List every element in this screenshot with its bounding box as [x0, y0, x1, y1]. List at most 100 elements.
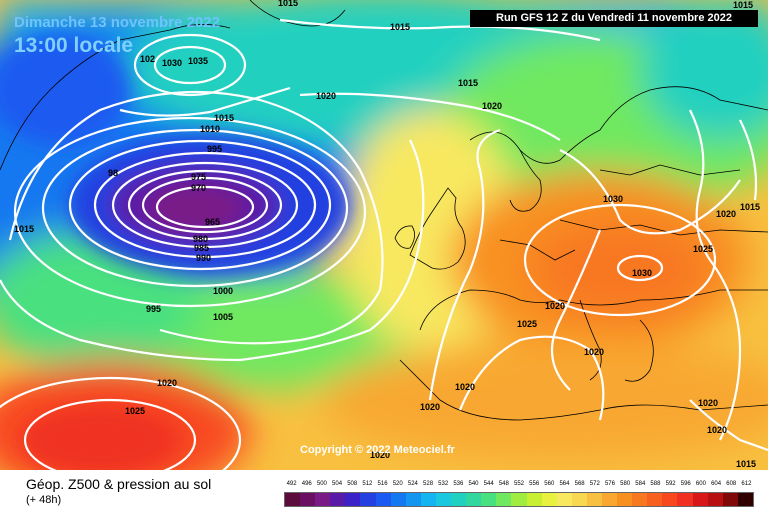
color-scale-label: 512 — [362, 481, 373, 487]
color-scale-swatch — [330, 493, 346, 506]
color-scale-swatch — [677, 493, 693, 506]
isobar-label: 98 — [108, 168, 118, 178]
isobar-label: 1000 — [213, 286, 233, 296]
color-scale-swatch — [315, 493, 331, 506]
color-scale-label: 492 — [286, 481, 297, 487]
lead-time: (+ 48h) — [26, 494, 62, 506]
color-scale-swatch — [285, 493, 301, 506]
run-info-banner: Run GFS 12 Z du Vendredi 11 novembre 202… — [470, 10, 758, 27]
color-scale-label: 608 — [726, 481, 737, 487]
isobar-label: 1005 — [213, 312, 233, 322]
color-scale-swatch — [375, 493, 391, 506]
isobar-label: 1030 — [162, 58, 182, 68]
isobar-label: 965 — [205, 217, 220, 227]
isobar-label: 995 — [146, 304, 161, 314]
color-scale-swatch — [345, 493, 361, 506]
isobar-label: 1015 — [458, 78, 478, 88]
isobar-label: 990 — [196, 253, 211, 263]
color-scale-swatch — [390, 493, 406, 506]
color-scale-label: 552 — [513, 481, 525, 487]
color-scale-swatch — [617, 493, 633, 506]
isobar-label: 1020 — [716, 209, 736, 219]
legend-bar: Géop. Z500 & pression au sol (+ 48h) 492… — [0, 470, 768, 512]
isobar-label: 1020 — [157, 378, 177, 388]
color-scale-label: 508 — [347, 481, 358, 487]
color-scale-swatch — [481, 493, 497, 506]
color-scale-label: 524 — [407, 481, 418, 487]
color-scale-label: 540 — [468, 481, 479, 487]
color-scale-swatch — [526, 493, 542, 506]
copyright-notice: Copyright © 2022 Meteociel.fr — [300, 444, 455, 456]
color-scale-label: 520 — [392, 481, 403, 487]
color-scale-swatch — [466, 493, 482, 506]
color-scale-swatch — [451, 493, 467, 506]
color-scale-label: 568 — [574, 481, 585, 487]
isobar-label: 1025 — [693, 244, 713, 254]
isobar-label: 1035 — [188, 56, 208, 66]
color-scale-swatch — [435, 493, 452, 506]
color-scale-label: 584 — [635, 481, 646, 487]
color-scale-label: 576 — [604, 481, 615, 487]
color-scale-label: 516 — [377, 481, 388, 487]
isobar-label: 1020 — [370, 450, 390, 460]
isobar-label: 975 — [191, 172, 206, 182]
color-scale-swatch — [722, 493, 738, 506]
isobar-label: 1025 — [125, 406, 145, 416]
color-scale-label: 548 — [498, 481, 509, 487]
isobar-label: 1020 — [698, 398, 718, 408]
color-scale-swatch — [571, 493, 587, 506]
coastlines — [0, 0, 768, 421]
color-scale-swatch — [707, 493, 723, 506]
color-scale-label: 500 — [316, 481, 327, 487]
color-scale — [284, 492, 754, 507]
color-scale-label: 600 — [695, 481, 706, 487]
color-scale-labels: 492 496 500 504 508 512 516 520 524 528 532 536 540 5… — [284, 481, 754, 491]
color-scale-label: 612 — [741, 481, 752, 487]
isobar-labels: 1015 1015 1015 1030 1035 102 1020 1015 1… — [14, 0, 760, 469]
isobar-label: 985 — [194, 243, 209, 253]
color-scale-label: 560 — [544, 481, 555, 487]
isobar-label: 1030 — [603, 194, 623, 204]
isobar-label: 1015 — [390, 22, 410, 32]
color-scale-swatch — [420, 493, 436, 506]
color-scale-label: 604 — [711, 481, 722, 487]
isobar-label: 1020 — [482, 101, 502, 111]
color-scale-label: 528 — [423, 481, 434, 487]
isobar-label: 1020 — [420, 402, 440, 412]
color-scale-swatch — [300, 493, 316, 506]
color-scale-label: 592 — [665, 481, 676, 487]
isobar-label: 1015 — [733, 0, 753, 10]
isobar-label: 1015 — [14, 224, 34, 234]
isobar-label: 1015 — [214, 113, 234, 123]
isobar-label: 1025 — [517, 319, 537, 329]
forecast-date: Dimanche 13 novembre 2022 — [14, 14, 220, 31]
color-scale-swatch — [541, 493, 557, 506]
color-scale-swatch — [511, 493, 527, 506]
isobar-label: 995 — [207, 144, 222, 154]
color-scale-label: 544 — [483, 481, 494, 487]
isobar-label: 1010 — [200, 124, 220, 134]
isobar-label: 1020 — [316, 91, 336, 101]
color-scale-swatch — [586, 493, 602, 506]
color-scale-swatch — [632, 493, 648, 506]
color-scale-label: 564 — [559, 481, 570, 487]
color-scale-swatch — [692, 493, 708, 506]
color-scale-label: 572 — [589, 481, 600, 487]
color-scale-swatch — [496, 493, 512, 506]
isobar-label: 1015 — [736, 459, 756, 469]
isobar-label: 980 — [193, 234, 208, 244]
color-scale-swatch — [737, 493, 753, 506]
isobar-label: 102 — [140, 54, 155, 64]
isobar-label: 1030 — [632, 268, 652, 278]
isobar-label: 1020 — [545, 301, 565, 311]
color-scale-swatch — [405, 493, 421, 506]
product-title: Géop. Z500 & pression au sol — [26, 476, 212, 492]
color-scale-label: 536 — [453, 481, 464, 487]
color-scale-label: 588 — [650, 481, 661, 487]
color-scale-swatch — [647, 493, 663, 506]
color-scale-label: 532 — [438, 481, 449, 487]
color-scale-swatch — [556, 493, 572, 506]
isobar-label: 970 — [191, 183, 206, 193]
color-scale-label: 504 — [332, 481, 343, 487]
